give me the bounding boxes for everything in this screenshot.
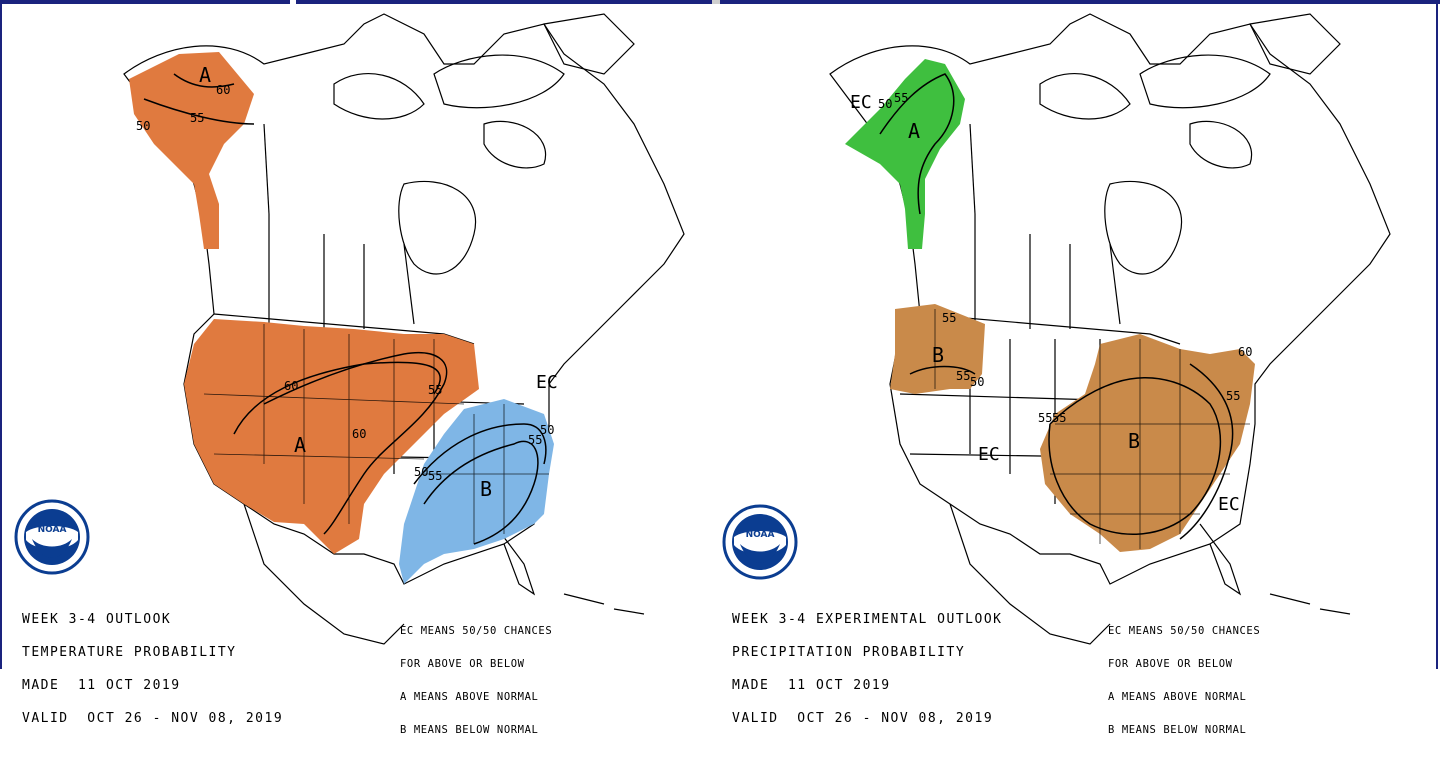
contour-label: 55 (528, 433, 542, 447)
state-lines (934, 309, 1250, 549)
temperature-map: A A B EC 60 55 50 60 60 55 50 55 55 50 (4, 4, 704, 736)
legend-line: FOR ABOVE OR BELOW (400, 658, 525, 670)
central-region-label: B (1128, 429, 1140, 453)
caption-line: VALID OCT 26 - NOV 08, 2019 (732, 711, 994, 726)
contour-label: 55 (1038, 411, 1052, 425)
left-border (0, 0, 2, 669)
temperature-map-svg: A A B EC 60 55 50 60 60 55 50 55 55 50 (14, 13, 685, 645)
alaska-above-region (129, 52, 254, 249)
contour-label: 55 (428, 469, 442, 483)
contour-label: 55 (956, 369, 970, 383)
precipitation-caption: WEEK 3-4 EXPERIMENTAL OUTLOOK PRECIPITAT… (732, 592, 1002, 746)
precipitation-legend: EC MEANS 50/50 CHANCES FOR ABOVE OR BELO… (1108, 604, 1260, 758)
legend-line: FOR ABOVE OR BELOW (1108, 658, 1233, 670)
contour-label: 55 (942, 311, 956, 325)
temperature-caption: WEEK 3-4 OUTLOOK TEMPERATURE PROBABILITY… (22, 592, 283, 746)
contour-label: 60 (216, 83, 230, 97)
west-above-region (184, 319, 479, 554)
caption-line: PRECIPITATION PROBABILITY (732, 645, 966, 660)
contour-label: 55 (1052, 411, 1066, 425)
contour-label: 55 (190, 111, 204, 125)
contour-lines (879, 73, 1234, 540)
legend-line: B MEANS BELOW NORMAL (1108, 724, 1247, 736)
alaska-region-label: A (908, 119, 920, 143)
noaa-logo: NOAA (722, 504, 798, 580)
contour-label: 50 (540, 423, 554, 437)
precipitation-map: A EC B B EC EC 55 50 55 55 50 55 55 60 5… (710, 4, 1410, 736)
outlook-figure: A A B EC 60 55 50 60 60 55 50 55 55 50 (0, 0, 1440, 736)
right-border (1436, 0, 1438, 669)
caption-line: VALID OCT 26 - NOV 08, 2019 (22, 711, 284, 726)
noaa-logo-text: NOAA (746, 530, 775, 540)
contour-label: 55 (1226, 389, 1240, 403)
central-below-region (1040, 334, 1255, 552)
caption-line: WEEK 3-4 EXPERIMENTAL OUTLOOK (732, 612, 1003, 627)
state-lines (203, 324, 549, 544)
caption-line: MADE 11 OCT 2019 (732, 678, 891, 693)
northeast-region-label: EC (536, 372, 558, 393)
precipitation-map-svg: A EC B B EC EC 55 50 55 55 50 55 55 60 5… (722, 13, 1391, 645)
contour-label: 50 (136, 119, 150, 133)
alaska-region-label: A (199, 63, 211, 87)
legend-line: A MEANS ABOVE NORMAL (1108, 691, 1247, 703)
southeast-ec-label: EC (1218, 494, 1240, 515)
southwest-ec-label: EC (978, 444, 1000, 465)
west-region-label: A (294, 433, 306, 457)
top-border (0, 0, 1440, 4)
southeast-region-label: B (480, 477, 492, 501)
southeast-below-region (399, 399, 554, 584)
contour-label: 60 (352, 427, 366, 441)
northwest-region-label: B (932, 343, 944, 367)
legend-line: A MEANS ABOVE NORMAL (400, 691, 539, 703)
contour-label: 50 (878, 97, 892, 111)
caption-line: WEEK 3-4 OUTLOOK (22, 612, 172, 627)
alaska-above-region (845, 59, 965, 249)
alaska-ec-label: EC (850, 92, 872, 113)
caption-line: MADE 11 OCT 2019 (22, 678, 181, 693)
contour-label: 55 (428, 383, 442, 397)
noaa-logo-text: NOAA (38, 525, 67, 535)
caption-line: TEMPERATURE PROBABILITY (22, 645, 237, 660)
contour-lines (143, 73, 547, 545)
legend-line: EC MEANS 50/50 CHANCES (400, 625, 553, 637)
contour-label: 55 (894, 91, 908, 105)
legend-line: EC MEANS 50/50 CHANCES (1108, 625, 1261, 637)
temperature-legend: EC MEANS 50/50 CHANCES FOR ABOVE OR BELO… (400, 604, 552, 758)
contour-label: 50 (414, 465, 428, 479)
noaa-logo: NOAA (14, 499, 90, 575)
contour-label: 60 (284, 379, 298, 393)
legend-line: B MEANS BELOW NORMAL (400, 724, 539, 736)
contour-label: 50 (970, 375, 984, 389)
contour-label: 60 (1238, 345, 1252, 359)
